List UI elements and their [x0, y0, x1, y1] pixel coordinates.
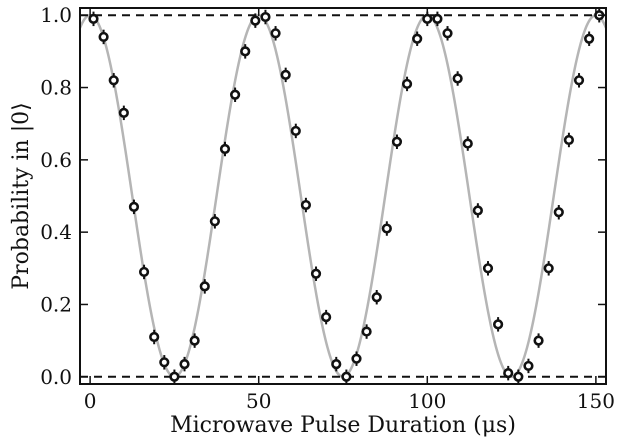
- x-tick-label: 100: [408, 389, 446, 413]
- data-point: [331, 359, 342, 370]
- data-point: [118, 107, 129, 118]
- data-point: [371, 292, 382, 303]
- data-point: [98, 31, 109, 43]
- plot-frame: [79, 7, 607, 385]
- data-point: [543, 263, 554, 274]
- data-point: [573, 75, 585, 86]
- data-point: [138, 266, 150, 278]
- data-point: [230, 89, 241, 100]
- x-tick-label: 50: [246, 389, 271, 413]
- data-point: [321, 312, 332, 323]
- fit-curve-layer: [78, 13, 608, 379]
- y-tick-label: 0.4: [40, 220, 72, 244]
- data-point: [533, 335, 544, 346]
- data-point: [493, 319, 504, 330]
- data-point: [219, 143, 231, 155]
- data-point: [553, 207, 564, 218]
- data-point: [128, 201, 140, 212]
- y-tick-label: 0.6: [40, 148, 72, 172]
- data-point: [209, 216, 220, 227]
- data-point: [412, 33, 423, 44]
- data-point: [442, 28, 453, 39]
- data-point: [563, 134, 575, 146]
- y-axis-label: Probability in |0⟩: [9, 102, 34, 289]
- data-point: [584, 33, 595, 44]
- data-point: [341, 371, 352, 382]
- data-point: [189, 335, 200, 346]
- x-tick-label: 150: [577, 389, 615, 413]
- data-point: [199, 281, 210, 292]
- y-tick-label: 1.0: [40, 3, 72, 27]
- data-point: [159, 357, 170, 368]
- data-point: [422, 13, 433, 24]
- data-point: [452, 73, 463, 84]
- data-point: [472, 205, 483, 216]
- data-point: [462, 138, 473, 149]
- x-axis-label: Microwave Pulse Duration (μs): [170, 413, 516, 438]
- data-point: [240, 46, 251, 57]
- data-point: [351, 353, 362, 364]
- data-point: [401, 78, 413, 90]
- data-point: [250, 15, 261, 26]
- data-point: [280, 69, 291, 80]
- y-tick-label: 0.0: [40, 365, 72, 389]
- data-point: [270, 28, 281, 39]
- data-point: [260, 11, 271, 23]
- data-point: [381, 223, 392, 234]
- data-point: [169, 371, 180, 382]
- data-point: [513, 371, 524, 382]
- data-point: [432, 13, 443, 24]
- y-tick-label: 0.2: [40, 292, 72, 316]
- data-point: [391, 136, 403, 147]
- data-point: [361, 326, 372, 337]
- data-point: [149, 331, 160, 343]
- ticks-layer: 0 50 100 150 0.0 0.2 0.4 0.6 0.8 1.0: [40, 3, 615, 413]
- data-point: [108, 75, 119, 86]
- data-point: [179, 359, 190, 370]
- data-points-layer: [88, 8, 605, 384]
- y-tick-label: 0.8: [40, 76, 72, 100]
- data-point: [310, 268, 322, 279]
- data-point: [290, 125, 301, 137]
- data-point: [503, 368, 514, 379]
- reference-lines-layer: [80, 14, 606, 378]
- data-point: [88, 13, 99, 24]
- data-point: [300, 199, 312, 211]
- x-tick-label: 0: [84, 389, 97, 413]
- fit-curve: [78, 13, 608, 379]
- data-point: [482, 263, 494, 274]
- data-point: [523, 360, 534, 372]
